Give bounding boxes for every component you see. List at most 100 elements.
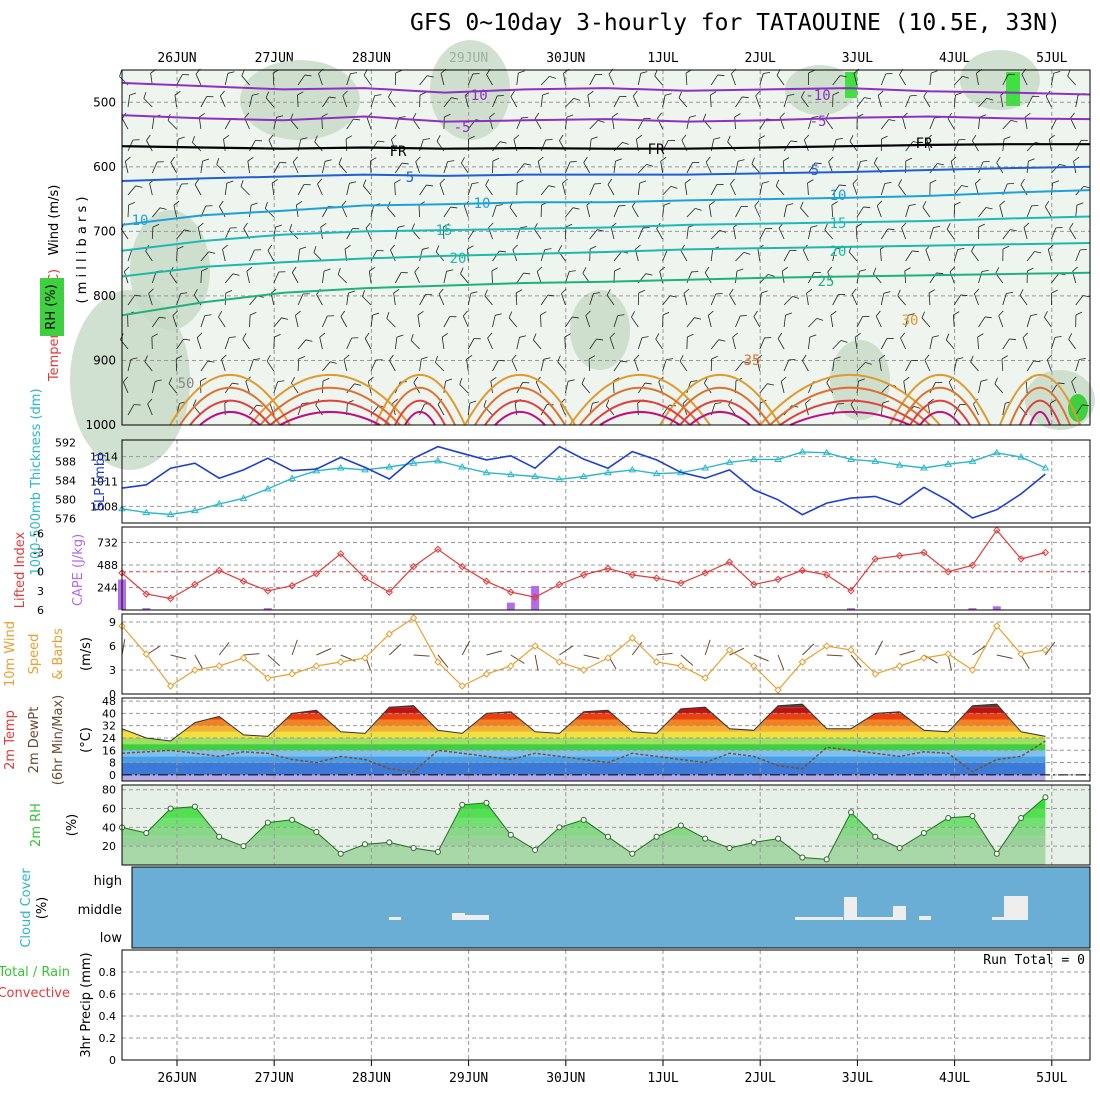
- temp-band: [122, 698, 1090, 707]
- contour-label: 30: [902, 313, 919, 329]
- cloud-block: [844, 897, 857, 920]
- top-date-label: 28JUN: [352, 51, 391, 66]
- temp-tick-label: 0: [109, 769, 116, 782]
- rh-point: [484, 800, 489, 805]
- thickness-tick-label: 584: [55, 474, 76, 487]
- rh-point: [994, 851, 999, 856]
- rh-point: [290, 817, 295, 822]
- rh-point: [363, 842, 368, 847]
- contour-label: FR: [916, 136, 933, 152]
- pressure-tick-label: 500: [93, 95, 116, 109]
- cloud-block: [389, 917, 401, 920]
- contour-label: FR: [648, 142, 665, 158]
- li-tick-label: -3: [33, 547, 44, 560]
- pressure-tick-label: 600: [93, 160, 116, 174]
- surface-wind-barb: [705, 640, 710, 655]
- surface-wind-barb: [292, 640, 297, 655]
- cloud-block: [795, 917, 843, 920]
- rh-tick-label: 20: [102, 840, 116, 853]
- bottom-date-label: 1JUL: [647, 1071, 678, 1086]
- surface-wind-barb: [316, 648, 331, 655]
- top-date-label: 1JUL: [647, 51, 678, 66]
- cloud-level-label: low: [100, 931, 123, 946]
- temp-band: [122, 775, 1090, 781]
- contour-label: 5: [406, 170, 414, 186]
- temp-band: [122, 744, 1090, 750]
- ylabel-cloud: Cloud Cover: [19, 868, 34, 948]
- ylabel-wind-2: Speed: [27, 634, 42, 675]
- surface-wind-barb: [778, 655, 784, 670]
- bottom-date-label: 28JUN: [352, 1071, 391, 1086]
- bottom-date-label: 26JUN: [157, 1071, 196, 1086]
- cloud-block: [452, 913, 465, 920]
- rh-point: [435, 849, 440, 854]
- surface-wind-barb: [875, 641, 882, 655]
- li-tick-label: -6: [33, 527, 44, 540]
- rh-point: [727, 846, 732, 851]
- ylabel-wind-1: 10m Wind: [3, 621, 18, 687]
- bottom-date-label: 27JUN: [255, 1071, 294, 1086]
- contour-label: 10: [830, 188, 847, 204]
- bottom-date-label: 4JUL: [939, 1071, 970, 1086]
- rh-point: [630, 851, 635, 856]
- top-date-label: 26JUN: [157, 51, 196, 66]
- bottom-date-label: 30JUN: [546, 1071, 585, 1086]
- cloud-block: [465, 915, 489, 920]
- cape-tick-label: 732: [97, 536, 118, 549]
- rh-tick-label: 80: [102, 784, 116, 797]
- cloud-block: [992, 917, 1004, 920]
- pressure-tick-label: 800: [93, 289, 116, 303]
- wind-speed-point: [581, 667, 587, 673]
- thickness-tick-label: 592: [55, 436, 76, 449]
- thickness-tick-label: 580: [55, 493, 76, 506]
- precip-tick-label: 0.6: [99, 988, 117, 1001]
- rh-point: [654, 834, 659, 839]
- rh-point: [581, 817, 586, 822]
- top-date-label: 5JUL: [1036, 51, 1067, 66]
- temp-band: [122, 726, 1090, 732]
- thickness-tick-label: 588: [55, 455, 76, 468]
- rh-tick-label: 40: [102, 821, 116, 834]
- wind-speed-point: [897, 663, 903, 669]
- precip-tick-label: 0.2: [99, 1032, 117, 1045]
- rh-point: [460, 802, 465, 807]
- surface-wind-barb: [827, 655, 843, 656]
- rh-point: [241, 844, 246, 849]
- cloud-level-label: high: [94, 874, 122, 889]
- cape-tick-label: 488: [97, 559, 118, 572]
- precip-tick-label: 0.4: [99, 1010, 117, 1023]
- rh-point: [265, 820, 270, 825]
- rh-point: [800, 855, 805, 860]
- contour-label: 15: [436, 223, 453, 239]
- pressure-tick-label: 1000: [85, 418, 116, 432]
- rh-high-patch: [1006, 72, 1020, 106]
- surface-wind-barb: [632, 642, 642, 655]
- ylabel-dewpt: 2m DewPt: [27, 707, 42, 774]
- rh-band: [122, 846, 1090, 865]
- cloud-block: [1004, 896, 1028, 920]
- contour-label: 10: [474, 196, 491, 212]
- surface-wind-barb: [584, 655, 600, 659]
- ylabel-cloud-units: (%): [35, 897, 50, 920]
- contour-label: FR: [390, 144, 407, 160]
- ylabel-minmax: (6hr Min/Max): [51, 695, 66, 785]
- top-date-label: 30JUN: [546, 51, 585, 66]
- contour-label: -10: [805, 88, 830, 104]
- temp-tick-label: 16: [102, 744, 116, 757]
- cloud-block: [919, 916, 931, 920]
- cape-bar: [993, 606, 1001, 610]
- temp-tick-label: 24: [102, 732, 116, 745]
- panels-layer: 26JUN27JUN28JUN29JUN30JUN1JUL2JUL3JUL4JU…: [0, 40, 1095, 1086]
- cloud-level-label: middle: [78, 903, 122, 918]
- ylabel-rh2m-units: (%): [65, 814, 80, 837]
- slp-line: [122, 447, 1045, 518]
- rh-shading: [570, 290, 630, 370]
- wind-speed-point: [338, 659, 344, 665]
- surface-wind-barb: [657, 653, 673, 655]
- temp-tick-label: 48: [102, 695, 116, 708]
- li-tick-label: 0: [37, 566, 44, 579]
- pressure-tick-label: 700: [93, 224, 116, 238]
- contour-label: -10: [462, 88, 487, 104]
- ylabel-wind-3: & Barbs: [51, 628, 66, 680]
- ylabel-wind: Wind (m/s): [47, 185, 62, 256]
